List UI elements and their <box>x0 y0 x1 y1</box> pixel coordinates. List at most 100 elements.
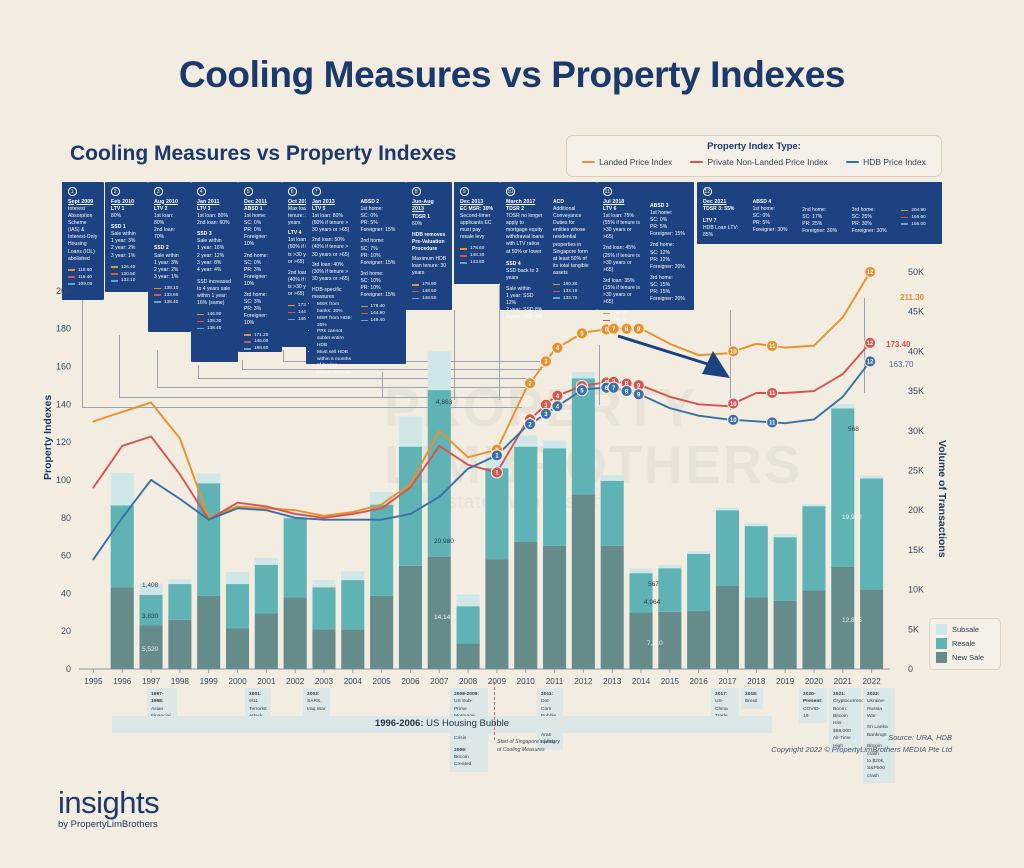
svg-text:6: 6 <box>605 381 609 387</box>
event-chip-8: 2020-Present: COVID-19 <box>799 688 827 724</box>
svg-text:1997: 1997 <box>142 677 161 686</box>
legend-label-private: Private Non-Landed Price Index <box>707 157 828 167</box>
volume-legend: Subsale Resale New Sale <box>929 618 1001 670</box>
connector <box>82 407 522 408</box>
legend-swatch-private <box>690 161 704 163</box>
measure-box-1[interactable]: 1 Sept 2009 Interest Absorption Scheme (… <box>62 182 104 300</box>
svg-text:11: 11 <box>769 391 776 397</box>
measure-date: Jan 2011 <box>197 198 220 205</box>
measure-date: Aug 2010 <box>154 198 178 205</box>
measure-box-8[interactable]: 8 Jun-Aug 2013 TDSR 1 60% HDB removes Pr… <box>406 182 452 310</box>
y-axis-title-right: Volume of Transactions <box>936 440 948 558</box>
measure-values: 178.90 148.50 148.50 <box>412 281 447 302</box>
measure-box-7[interactable]: 7 Jan 2013 LTV 5 1st loan: 80% (60% if t… <box>306 182 406 375</box>
connector <box>198 378 535 379</box>
svg-text:2004: 2004 <box>344 677 363 686</box>
svg-text:120: 120 <box>56 437 71 447</box>
measure-box-10[interactable]: 10 March 2017 TDSR 2 TDSR no longer appl… <box>500 182 597 320</box>
bar-label-subsale-1997: 1,408 <box>142 582 159 589</box>
measure-box-5[interactable]: 5 Dec 2011 ABSD 1 1st home: SC: 0% PR: 0… <box>238 182 282 352</box>
legend-resale: Resale <box>952 639 976 648</box>
connector <box>82 300 83 408</box>
measure-number: 11 <box>603 187 612 196</box>
svg-text:10: 10 <box>730 402 737 408</box>
svg-text:2020: 2020 <box>805 677 824 686</box>
measure-number: 10 <box>506 187 515 196</box>
svg-text:6: 6 <box>605 386 609 392</box>
measure-box-9[interactable]: 9 Dec 2013 EC MSR: 30% Second-timer appl… <box>454 182 500 284</box>
measure-box-3[interactable]: 3 Aug 2010 LTV 2 1st loan: 80% 2nd loan:… <box>148 182 191 332</box>
svg-text:10: 10 <box>730 350 737 356</box>
legend-subsale: Subsale <box>952 625 980 634</box>
svg-text:25K: 25K <box>908 466 924 476</box>
measure-box-2[interactable]: 2 Feb 2010 LTV 1 80% SSD 1 Sale within 1… <box>105 182 148 292</box>
event-chip-7: 2018: Brexit <box>741 688 763 709</box>
svg-text:2000: 2000 <box>228 677 247 686</box>
page-title: Cooling Measures vs Property Indexes <box>178 54 846 95</box>
bar-label-newsale-1997: 5,520 <box>142 646 159 653</box>
bar-label-resale-2014: 4,964 <box>644 599 661 606</box>
end-label-hdb: 163.70 <box>889 360 914 369</box>
measure-bullets: MSR from banks: 30% MSR from HDB: 35% PR… <box>317 302 353 377</box>
svg-text:2005: 2005 <box>373 677 392 686</box>
brand-name: insights <box>58 785 160 820</box>
end-label-private: 173.40 <box>886 340 911 349</box>
svg-text:30K: 30K <box>908 426 924 436</box>
measure-box-12[interactable]: 12 Dec 2021 TDSR 3: 55% LTV 7 HDB Loan L… <box>697 182 942 244</box>
measure-values: 118.60 116.40 109.00 <box>68 267 99 288</box>
index-type-legend: Property Index Type: Landed Price Index … <box>566 135 942 177</box>
measure-box-11[interactable]: 11 Jul 2018 LTV 6 1st loan: 75% (55% if … <box>597 182 694 329</box>
source-text: Source: URA, HDB Copyright 2022 © Proper… <box>771 732 952 756</box>
svg-text:0: 0 <box>908 664 913 674</box>
svg-text:5: 5 <box>580 388 584 394</box>
svg-text:8: 8 <box>625 382 629 388</box>
svg-text:2002: 2002 <box>286 677 305 686</box>
connector <box>198 365 199 379</box>
svg-text:5: 5 <box>580 384 584 390</box>
watermark-line1: PROPERTY <box>384 378 698 438</box>
svg-text:10K: 10K <box>908 585 924 595</box>
measure-number: 3 <box>154 187 163 196</box>
connector <box>599 345 600 405</box>
svg-text:60: 60 <box>61 551 71 561</box>
swatch-subsale <box>936 624 947 635</box>
svg-text:45K: 45K <box>908 307 924 317</box>
bar-label-newsale-2021: 12,855 <box>842 617 862 624</box>
measure-values: 168.90 146.80 131.60 <box>603 310 642 331</box>
measure-values: 171.20 145.00 188.60 <box>244 332 277 353</box>
svg-text:2010: 2010 <box>517 677 536 686</box>
svg-text:140: 140 <box>56 399 71 409</box>
svg-text:2016: 2016 <box>690 677 709 686</box>
brand-byline: by PropertyLimBrothers <box>58 819 158 830</box>
housing-bubble-band: 1996-2006: US Housing Bubble <box>112 716 772 733</box>
measure-date: Feb 2010 <box>111 198 135 205</box>
bar-label-resale-1997: 3,830 <box>142 613 159 620</box>
svg-text:2014: 2014 <box>632 677 651 686</box>
measure-values: 160.30 133.10 133.70 <box>553 281 592 302</box>
source-line2: Copyright 2022 © PropertyLimBrothers MED… <box>771 745 952 754</box>
measure-box-4[interactable]: 4 Jan 2011 LTV 3 1st loan: 80% 2nd loan:… <box>191 182 238 362</box>
connector <box>119 397 523 398</box>
measure-values: 204.90 166.60 156.00 <box>901 207 937 228</box>
svg-text:1: 1 <box>495 448 499 454</box>
svg-text:12: 12 <box>867 270 874 276</box>
measure-number: 8 <box>412 187 421 196</box>
svg-text:3: 3 <box>544 412 548 418</box>
svg-text:10: 10 <box>730 418 737 424</box>
svg-text:7: 7 <box>612 380 616 386</box>
svg-text:5K: 5K <box>908 624 919 634</box>
svg-text:20K: 20K <box>908 505 924 515</box>
svg-text:4: 4 <box>556 346 560 352</box>
bar-label-resale-2007: 20,980 <box>434 538 454 545</box>
legend-swatch-hdb <box>846 161 860 163</box>
svg-text:2006: 2006 <box>401 677 420 686</box>
watermark-line2: LIMBROTHERS <box>384 434 802 495</box>
measure-values: 146.90 138.30 138.40 <box>197 311 233 332</box>
bar-label-resale-2021: 19,962 <box>842 514 862 521</box>
legend-item-landed: Landed Price Index <box>582 157 672 167</box>
val-landed: 118.60 <box>78 266 93 272</box>
measure-date: March 2017 <box>506 198 536 205</box>
event-chip-3: 2003: SARS, Iraq War <box>303 688 330 717</box>
measure-values: 178.60 148.30 143.80 <box>460 245 495 266</box>
svg-text:20: 20 <box>61 626 71 636</box>
